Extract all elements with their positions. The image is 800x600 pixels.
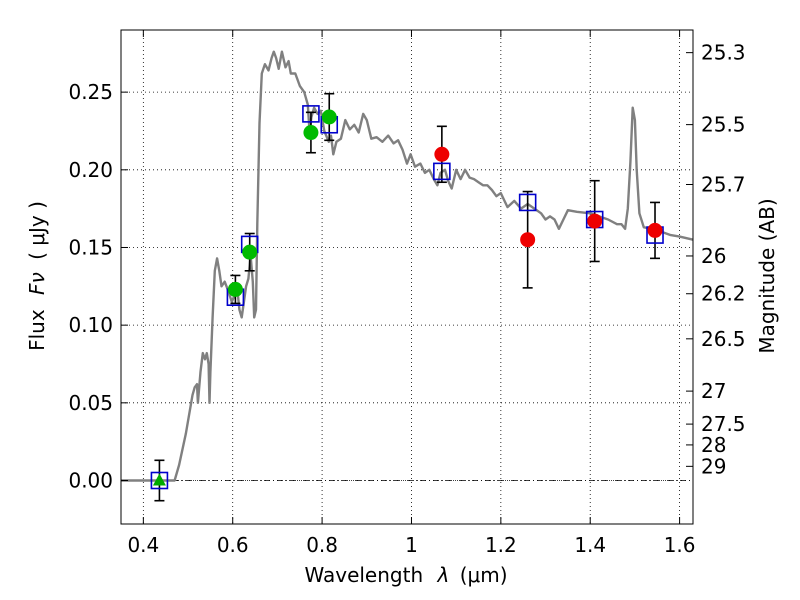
- x-tick-label: 0.6: [217, 533, 249, 557]
- x-axis-label-symbol: λ: [437, 563, 450, 587]
- x-tick-label: 1.6: [664, 533, 696, 557]
- x-axis-label-text: Wavelength: [304, 563, 423, 587]
- x-axis-label: Wavelength λ (μm): [304, 563, 507, 587]
- y-axis-label-symbol: Fν: [25, 272, 49, 295]
- y-axis-label: Flux Fν ( μJy ): [25, 201, 49, 351]
- grid-lines: [121, 30, 693, 524]
- x-axis-ticks: 0.4 0.6 0.8 1 1.2 1.4 1.6: [127, 30, 696, 557]
- magnitude-tick-label: 27: [701, 379, 726, 403]
- magnitude-tick-label: 25.5: [701, 113, 746, 137]
- y-tick-label: 0.20: [68, 158, 113, 182]
- magnitude-tick-label: 29: [701, 454, 726, 478]
- observed-point: [321, 109, 337, 125]
- magnitude-axis-label: Magnitude (AB): [755, 198, 779, 353]
- model-spectrum-layer: [121, 50, 694, 482]
- model-photometry-square: [433, 162, 451, 181]
- observed-point-triangle: [152, 473, 166, 486]
- plot-frame: [120, 29, 694, 525]
- observed-points-layer: [152, 109, 663, 486]
- y-tick-label: 0.05: [68, 391, 113, 415]
- y-tick-label: 0.15: [68, 235, 113, 259]
- observed-point: [647, 222, 663, 238]
- x-tick-label: 0.8: [306, 533, 338, 557]
- magnitude-tick-label: 25.7: [701, 172, 746, 196]
- y-tick-label: 0.10: [68, 313, 113, 337]
- model-spectrum-line: [121, 50, 694, 482]
- magnitude-tick-label: 28: [701, 433, 726, 457]
- model-photometry-square: [302, 105, 320, 123]
- y-axis-label-text: Flux: [25, 309, 49, 351]
- magnitude-tick-label: 25.3: [701, 41, 746, 65]
- magnitude-tick-label: 26.5: [701, 327, 746, 351]
- observed-point: [520, 232, 536, 248]
- x-tick-label: 1.2: [485, 533, 517, 557]
- magnitude-tick-label: 27.5: [701, 412, 746, 436]
- model-photometry-square: [518, 193, 537, 212]
- x-tick-label: 1.4: [574, 533, 606, 557]
- y-axis-ticks: 0.00 0.05 0.10 0.15 0.20 0.25: [68, 80, 128, 493]
- x-tick-label: 1: [405, 533, 418, 557]
- magnitude-tick-label: 26: [701, 244, 726, 268]
- observed-point: [434, 146, 450, 162]
- magnitude-tick-label: 26.2: [701, 282, 746, 306]
- x-tick-label: 0.4: [127, 533, 159, 557]
- observed-point: [242, 244, 258, 260]
- observed-point: [303, 125, 319, 141]
- x-axis-label-unit: (μm): [460, 563, 508, 587]
- y-tick-label: 0.25: [68, 80, 113, 104]
- observed-point: [227, 281, 243, 297]
- observed-point: [587, 213, 603, 229]
- y-axis-label-unit: ( μJy ): [25, 201, 49, 260]
- model-photometry-square: [150, 471, 169, 490]
- y-tick-label: 0.00: [68, 469, 113, 493]
